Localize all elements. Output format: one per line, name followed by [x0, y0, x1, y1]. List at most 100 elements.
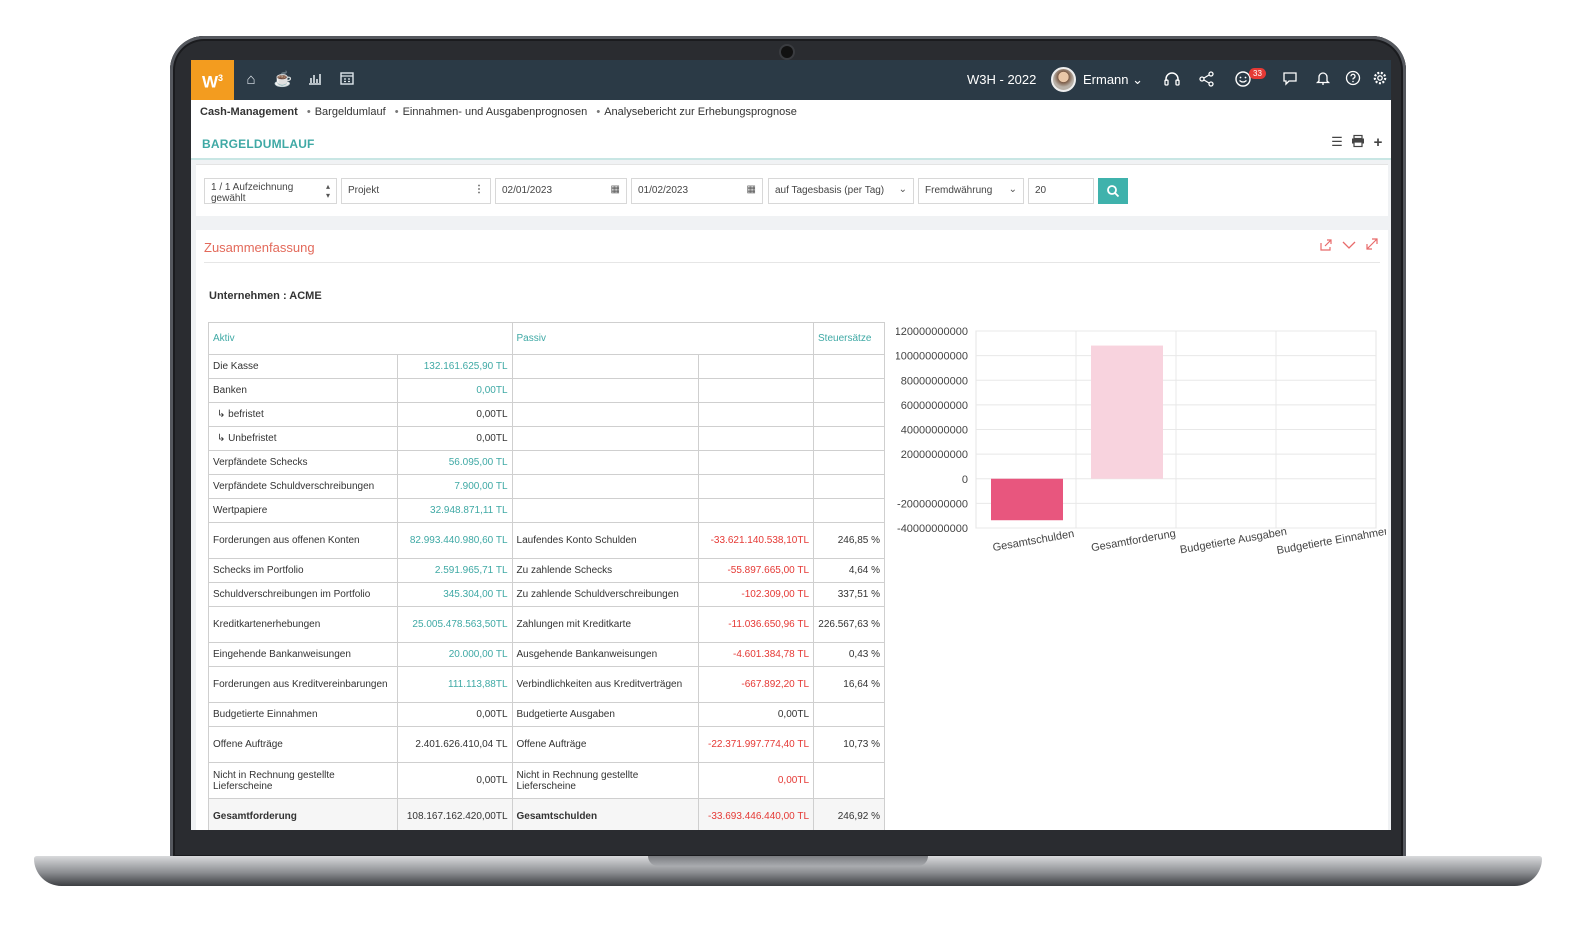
column-header-tax[interactable]: Steuersätze: [813, 322, 885, 355]
cell-passiv-label: [511, 354, 700, 379]
logo[interactable]: W3: [191, 60, 234, 100]
cell-tax-rate: [813, 354, 885, 379]
cell-passiv-value: -33.621.140.538,10TL: [698, 522, 815, 559]
bar-chart-icon[interactable]: [305, 70, 325, 90]
cell-passiv-value: 0,00TL: [698, 702, 815, 727]
add-icon[interactable]: +: [1373, 134, 1383, 151]
table-row: Forderungen aus Kreditvereinbarungen 111.…: [208, 666, 885, 703]
table-row: Schuldverschreibungen im Portfolio 345.30…: [208, 582, 885, 607]
cell-passiv-value: 0,00TL: [698, 762, 815, 799]
panel-title: Zusammenfassung: [204, 240, 315, 255]
smiley-icon[interactable]: [1233, 70, 1253, 90]
cell-aktiv-label: Forderungen aus Kreditvereinbarungen: [208, 666, 398, 703]
laptop-notch: [648, 856, 928, 866]
y-tick-label: 100000000000: [896, 351, 968, 363]
cell-total-passiv-label: Gesamtschulden: [511, 798, 700, 830]
cell-passiv-label: [511, 474, 700, 499]
cell-aktiv-label: Verpfändete Schuldverschreibungen: [208, 474, 398, 499]
export-icon[interactable]: [1319, 238, 1333, 255]
gear-icon[interactable]: [1370, 70, 1390, 90]
chat-icon[interactable]: [1280, 70, 1300, 90]
record-selector[interactable]: 1 / 1 Aufzeichnung gewählt ▴ ▾: [204, 178, 337, 204]
page-header: BARGELDUMLAUF ☰ +: [191, 126, 1391, 160]
help-icon[interactable]: [1343, 70, 1363, 90]
column-header-passiv[interactable]: Passiv: [511, 322, 815, 355]
cell-passiv-value: [698, 474, 815, 499]
table-row: Wertpapiere 32.948.871,11 TL: [208, 498, 885, 523]
camera: [781, 46, 793, 58]
app-title[interactable]: W3H - 2022: [967, 72, 1037, 87]
cell-aktiv-label: Forderungen aus offenen Konten: [208, 522, 398, 559]
cell-passiv-value: -4.601.384,78 TL: [698, 642, 815, 667]
cell-aktiv-value: 111.113,88TL: [396, 666, 513, 703]
headset-icon[interactable]: [1162, 70, 1182, 90]
cell-aktiv-label: Verpfändete Schecks: [208, 450, 398, 475]
calendar-icon[interactable]: [337, 70, 357, 90]
cell-aktiv-label: Eingehende Bankanweisungen: [208, 642, 398, 667]
column-header-aktiv[interactable]: Aktiv: [208, 322, 513, 355]
limit-input[interactable]: 20: [1028, 178, 1094, 204]
cell-aktiv-label: Schuldverschreibungen im Portfolio: [208, 582, 398, 607]
period-select[interactable]: auf Tagesbasis (per Tag) ⌄: [768, 178, 914, 204]
y-tick-label: 80000000000: [901, 375, 968, 387]
y-tick-label: 0: [962, 474, 968, 486]
y-tick-label: -20000000000: [897, 498, 968, 510]
cell-aktiv-value: 56.095,00 TL: [396, 450, 513, 475]
calendar-icon[interactable]: ▦: [746, 184, 756, 195]
user-menu[interactable]: Ermann ⌄: [1083, 72, 1144, 87]
table-row: Banken 0,00TL: [208, 378, 885, 403]
cell-total-passiv-value: -33.693.446.440,00 TL: [698, 798, 815, 830]
date-from-input[interactable]: 02/01/2023 ▦: [495, 178, 627, 204]
table-row: ↳ befristet 0,00TL: [208, 402, 885, 427]
cell-total-tax: 246,92 %: [813, 798, 885, 830]
cell-aktiv-value: 0,00TL: [396, 402, 513, 427]
stepper-icon[interactable]: ▴ ▾: [325, 182, 330, 200]
date-to-input[interactable]: 01/02/2023 ▦: [631, 178, 763, 204]
y-tick-label: 40000000000: [901, 425, 968, 437]
collapse-icon[interactable]: [1342, 238, 1356, 255]
breadcrumb-item-bargeldumlauf[interactable]: Bargeldumlauf: [314, 106, 386, 118]
chevron-down-icon: ⌄: [1008, 184, 1017, 195]
cell-aktiv-value: 7.900,00 TL: [396, 474, 513, 499]
cell-passiv-value: [698, 450, 815, 475]
x-tick-label: Budgetierte Ausgaben: [1179, 526, 1288, 557]
table-row: Forderungen aus offenen Konten 82.993.440…: [208, 522, 885, 559]
coffee-icon[interactable]: ☕: [273, 71, 293, 88]
cell-passiv-value: -55.897.665,00 TL: [698, 558, 815, 583]
project-select[interactable]: Projekt ⋮: [341, 178, 491, 204]
cell-tax-rate: [813, 474, 885, 499]
cell-aktiv-value: 20.000,00 TL: [396, 642, 513, 667]
table-row: Offene Aufträge 2.401.626.410,04 TL Offene…: [208, 726, 885, 763]
home-icon[interactable]: ⌂: [246, 71, 256, 88]
breadcrumb-item-prognosen[interactable]: Einnahmen- und Ausgabenprognosen: [402, 106, 588, 118]
print-icon[interactable]: [1350, 134, 1366, 150]
divider: [204, 262, 1380, 263]
expand-icon[interactable]: [1366, 238, 1378, 253]
cell-aktiv-value: 82.993.440.980,60 TL: [396, 522, 513, 559]
calendar-icon[interactable]: ▦: [610, 184, 620, 195]
company-label: Unternehmen : ACME: [209, 290, 322, 302]
bar[interactable]: [991, 478, 1063, 521]
cell-passiv-label: Zahlungen mit Kreditkarte: [511, 606, 700, 643]
y-tick-label: 20000000000: [901, 449, 968, 461]
cell-total-aktiv-value: 108.167.162.420,00TL: [396, 798, 513, 830]
search-button[interactable]: [1098, 178, 1128, 204]
cell-passiv-label: Ausgehende Bankanweisungen: [511, 642, 700, 667]
x-tick-label: Gesamtforderung: [1090, 528, 1176, 555]
list-icon[interactable]: ☰: [1331, 134, 1343, 149]
table-row: Eingehende Bankanweisungen 20.000,00 TL Au…: [208, 642, 885, 667]
cell-aktiv-value: 32.948.871,11 TL: [396, 498, 513, 523]
bar[interactable]: [1091, 345, 1163, 479]
more-options-icon[interactable]: ⋮: [474, 184, 484, 195]
avatar[interactable]: [1051, 67, 1076, 92]
cell-aktiv-value: 0,00TL: [396, 762, 513, 799]
currency-select[interactable]: Fremdwährung ⌄: [918, 178, 1024, 204]
bell-icon[interactable]: [1313, 70, 1333, 90]
cell-aktiv-value: 0,00TL: [396, 702, 513, 727]
breadcrumb-item-analysebericht[interactable]: Analysebericht zur Erhebungsprognose: [604, 106, 797, 118]
y-tick-label: 120000000000: [896, 326, 968, 338]
share-icon[interactable]: [1197, 70, 1217, 90]
cell-tax-rate: 226.567,63 %: [813, 606, 885, 643]
breadcrumb-item-cash-management[interactable]: Cash-Management: [200, 106, 298, 118]
cell-aktiv-label: Schecks im Portfolio: [208, 558, 398, 583]
